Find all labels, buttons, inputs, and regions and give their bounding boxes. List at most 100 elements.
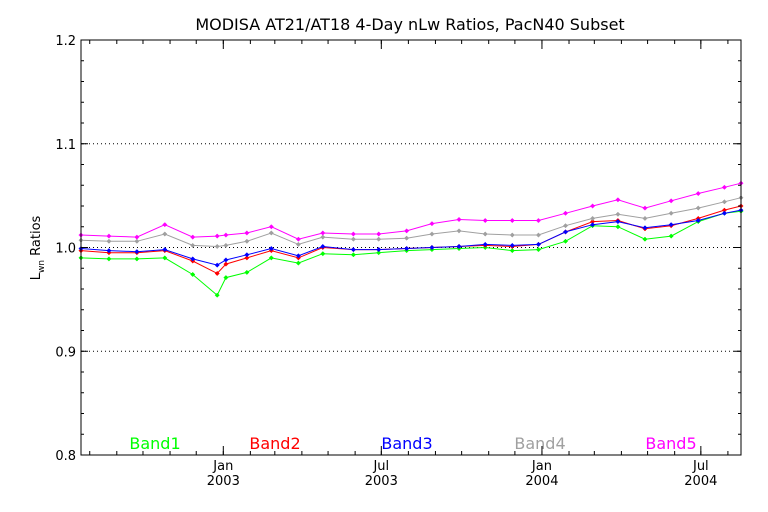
data-point — [106, 233, 112, 239]
x-tick-month-label: Jan — [212, 459, 233, 474]
data-point — [615, 211, 621, 217]
x-tick-year-label: 2003 — [365, 474, 398, 489]
data-point — [695, 205, 701, 211]
data-point — [268, 245, 274, 252]
data-point — [509, 242, 515, 248]
data-point — [295, 260, 301, 266]
x-tick-month-label: Jul — [372, 459, 389, 474]
y-axis: 0.8 0.9 1.0 1.1 1.2 — [55, 34, 741, 464]
legend-item-band5: Band5 — [645, 434, 696, 453]
data-point — [376, 250, 382, 256]
data-point — [376, 247, 382, 253]
data-point — [429, 244, 435, 251]
data-point — [162, 255, 168, 261]
series-band5 — [78, 180, 744, 242]
data-point — [320, 234, 326, 240]
data-point — [509, 232, 515, 238]
data-point — [223, 275, 229, 281]
series-line — [80, 210, 742, 296]
y-tick-label: 1.0 — [55, 242, 76, 257]
data-point — [106, 256, 112, 262]
data-point — [223, 232, 229, 238]
series-band1 — [78, 208, 744, 298]
data-point — [429, 231, 435, 237]
data-point — [642, 236, 648, 242]
data-point — [404, 228, 410, 234]
chart-title: MODISA AT21/AT18 4-Day nLw Ratios, PacN4… — [195, 15, 624, 34]
x-tick-month-label: Jan — [531, 459, 552, 474]
y-axis-label-main: L — [29, 272, 44, 280]
data-point — [535, 217, 542, 224]
data-point — [642, 215, 648, 222]
data-point — [295, 241, 301, 247]
data-point — [162, 222, 168, 228]
data-point — [615, 197, 621, 203]
data-point — [244, 252, 250, 258]
data-point — [509, 217, 515, 224]
data-point — [482, 241, 488, 247]
data-point — [590, 215, 596, 222]
data-point — [214, 243, 220, 250]
data-point — [214, 292, 220, 298]
data-point — [350, 236, 356, 242]
data-point — [535, 247, 542, 253]
series-band3 — [78, 207, 744, 268]
data-point — [244, 230, 250, 236]
data-point — [695, 190, 701, 197]
data-point — [562, 210, 569, 216]
data-point — [562, 223, 569, 229]
legend-item-band4: Band4 — [514, 434, 565, 453]
data-point — [295, 236, 301, 242]
data-point — [429, 221, 435, 227]
data-point — [244, 238, 250, 244]
data-point — [668, 233, 674, 239]
data-point — [350, 231, 356, 237]
data-point — [223, 257, 229, 263]
data-point — [456, 243, 462, 250]
series-layer — [78, 180, 744, 298]
data-point — [376, 231, 382, 237]
data-point — [134, 256, 140, 262]
data-point — [268, 224, 274, 230]
data-point — [590, 203, 596, 209]
data-point — [244, 255, 250, 261]
x-tick-year-label: 2004 — [525, 474, 558, 489]
y-axis-label-subscript: wn — [37, 260, 47, 273]
data-point — [162, 231, 168, 237]
y-axis-label-rest: Ratios — [29, 215, 44, 260]
x-tick-year-label: 2003 — [207, 474, 240, 489]
data-point — [223, 261, 229, 267]
data-point — [106, 238, 112, 244]
data-point — [562, 238, 569, 244]
data-point — [214, 270, 220, 276]
data-point — [223, 242, 229, 248]
data-point — [320, 230, 326, 236]
series-band4 — [78, 195, 744, 250]
data-point — [721, 184, 727, 190]
data-point — [134, 249, 140, 255]
y-tick-label: 1.1 — [55, 138, 76, 153]
data-point — [376, 236, 382, 242]
y-tick-label: 0.8 — [55, 449, 76, 464]
data-point — [535, 232, 542, 238]
data-point — [590, 222, 596, 228]
data-point — [106, 248, 112, 254]
data-point — [350, 247, 356, 253]
x-tick-month-label: Jul — [692, 459, 709, 474]
x-tick-year-label: 2004 — [684, 474, 717, 489]
series-line — [80, 197, 742, 248]
legend-item-band2: Band2 — [249, 434, 300, 453]
data-point — [509, 248, 515, 254]
data-point — [214, 233, 220, 239]
data-point — [642, 205, 648, 211]
data-point — [134, 234, 140, 240]
legend: Band1 Band2 Band3 Band4 Band5 — [129, 434, 696, 453]
data-point — [268, 230, 274, 236]
data-point — [695, 217, 701, 224]
data-point — [350, 252, 356, 258]
series-line — [80, 182, 742, 240]
legend-item-band3: Band3 — [381, 434, 432, 453]
data-point — [642, 225, 648, 231]
